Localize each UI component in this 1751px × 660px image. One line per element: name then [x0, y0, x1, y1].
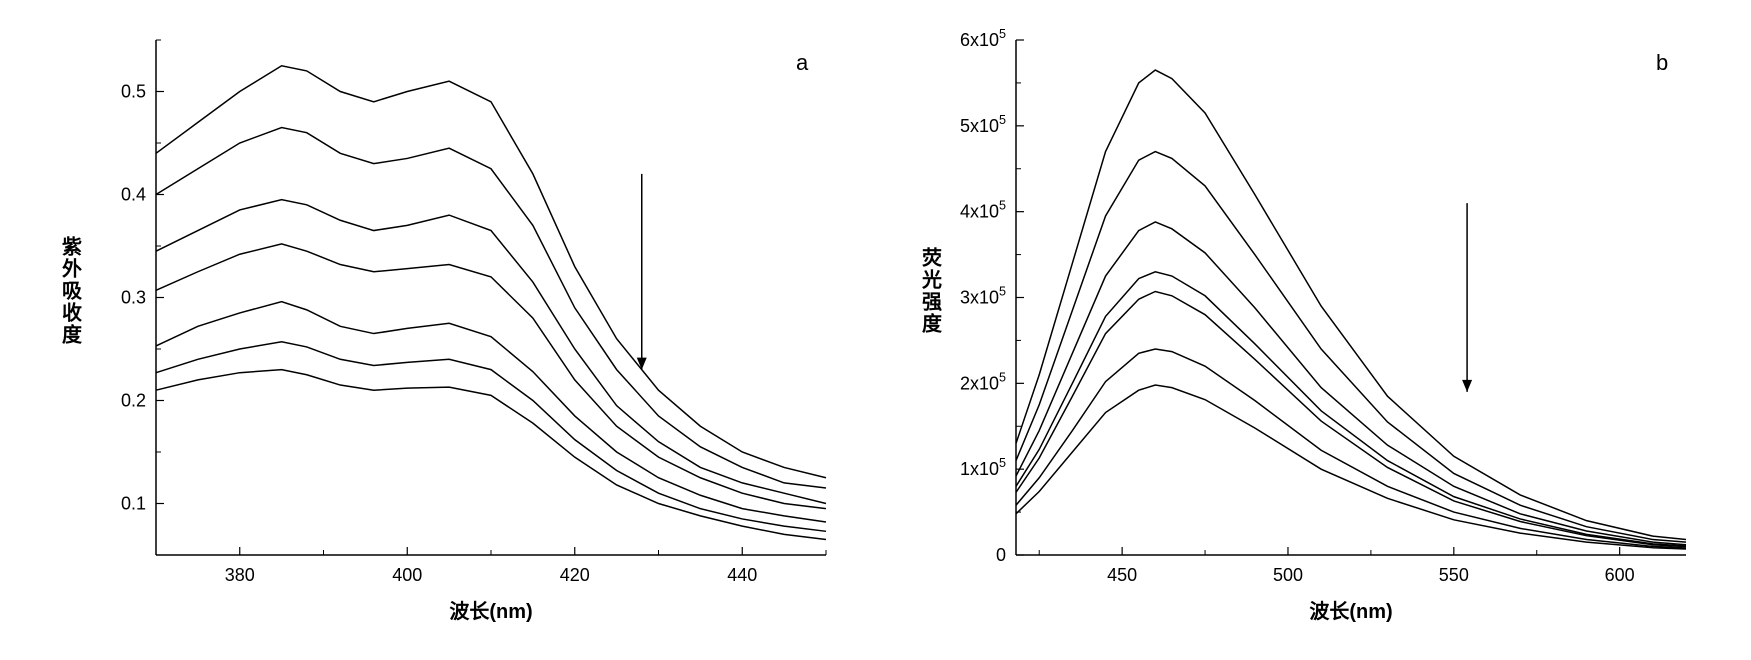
svg-text:0.1: 0.1: [120, 494, 145, 514]
svg-text:波长(nm): 波长(nm): [449, 600, 532, 623]
svg-text:420: 420: [559, 565, 589, 585]
svg-text:a: a: [796, 50, 809, 75]
panel-b: 450 500 550 600 0 1x105 2x105 3x105 4x105 5x105 6x…: [906, 20, 1706, 640]
svg-text:波长(nm): 波长(nm): [1309, 600, 1392, 623]
svg-text:光: 光: [921, 269, 942, 292]
svg-text:0: 0: [995, 545, 1005, 565]
svg-text:1x105: 1x105: [959, 456, 1005, 479]
figure-container: 3804004204400.10.20.30.40.5波长(nm)紫外吸收度a …: [20, 20, 1731, 640]
svg-text:500: 500: [1272, 565, 1302, 585]
svg-text:b: b: [1656, 50, 1668, 75]
svg-text:0.5: 0.5: [120, 82, 145, 102]
svg-text:0.4: 0.4: [120, 185, 145, 205]
svg-text:强: 强: [922, 292, 942, 314]
svg-text:440: 440: [727, 565, 757, 585]
svg-text:度: 度: [922, 312, 943, 336]
svg-text:450: 450: [1107, 565, 1137, 585]
svg-text:3x105: 3x105: [959, 285, 1005, 308]
svg-text:0.2: 0.2: [120, 391, 145, 411]
svg-text:0.3: 0.3: [120, 288, 145, 308]
panel-a: 380 400 420 440 0.1 0.2 0.3 0.4 0.5 波长(nm) 紫外吸收度 a: [46, 20, 846, 640]
svg-text:度: 度: [62, 323, 83, 347]
svg-text:吸: 吸: [62, 281, 83, 303]
svg-text:荧: 荧: [922, 246, 942, 270]
svg-text:紫: 紫: [62, 236, 82, 259]
svg-text:4x105: 4x105: [959, 199, 1005, 222]
svg-text:2x105: 2x105: [959, 370, 1005, 393]
svg-text:外: 外: [62, 257, 82, 281]
svg-text:5x105: 5x105: [959, 113, 1005, 136]
svg-text:6x105: 6x105: [959, 27, 1005, 50]
chart-a: 380 400 420 440 0.1 0.2 0.3 0.4 0.5 波长(nm) 紫外吸收度 a: [46, 20, 846, 640]
svg-text:600: 600: [1604, 565, 1634, 585]
chart-b: 450 500 550 600 0 1x105 2x105 3x105 4x105 5x105 6x…: [906, 20, 1706, 640]
svg-text:收: 收: [62, 301, 82, 325]
svg-text:380: 380: [224, 565, 254, 585]
svg-text:550: 550: [1438, 565, 1468, 585]
svg-text:400: 400: [392, 565, 422, 585]
